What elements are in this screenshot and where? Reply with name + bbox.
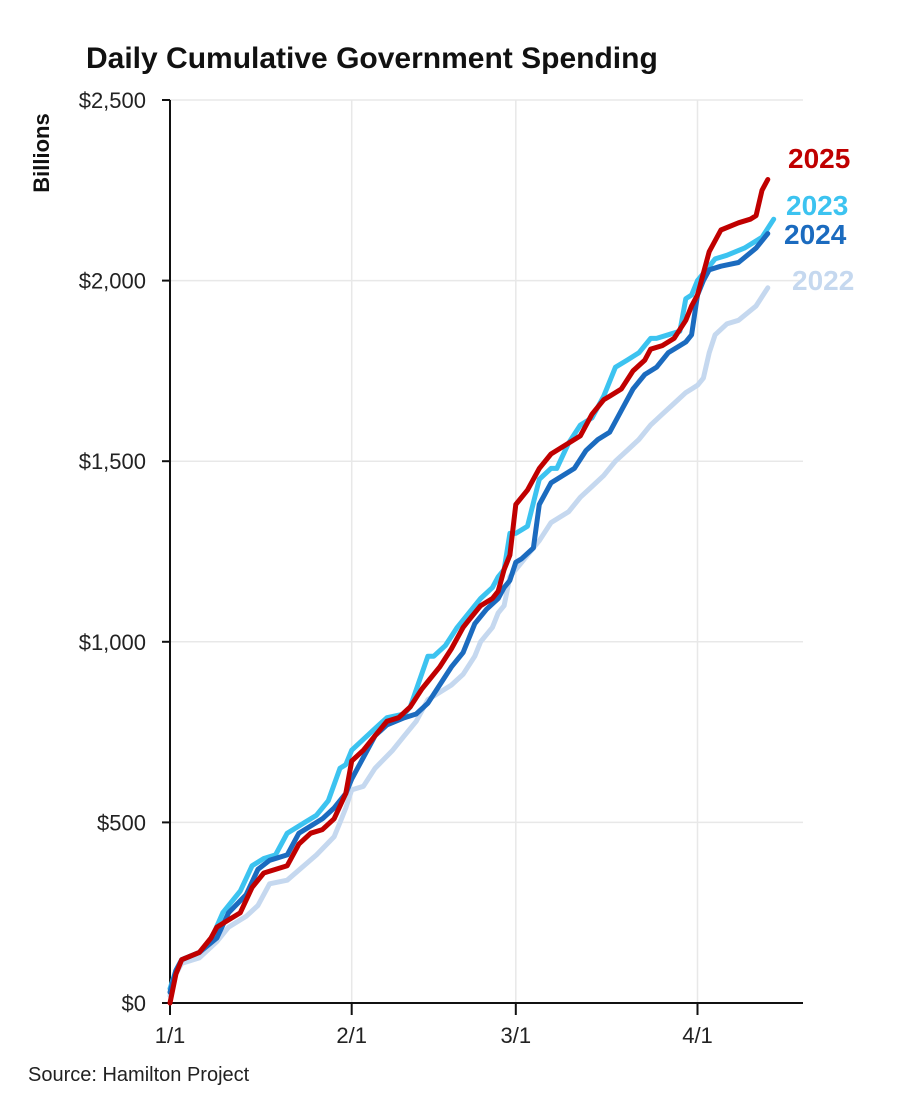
y-tick-label: $1,500 [79,449,146,474]
y-tick-label: $1,000 [79,630,146,655]
y-axis-title: Billions [29,113,54,192]
y-tick-label: $0 [122,991,146,1016]
series-line-2024 [167,231,771,995]
series-line-2025 [167,177,771,1006]
x-tick-label: 3/1 [501,1023,532,1048]
y-tick-label: $2,500 [79,88,146,113]
source-note: Source: Hamilton Project [28,1064,250,1086]
series-line-2022 [167,285,771,999]
x-tick-label: 4/1 [682,1023,713,1048]
series-label-2022: 2022 [792,265,854,296]
grid-layer [170,99,803,1003]
y-tick-label: $500 [97,810,146,835]
chart-title: Daily Cumulative Government Spending [86,42,658,75]
y-tick-label: $2,000 [79,269,146,294]
x-tick-label: 1/1 [155,1023,186,1048]
series-label-2023: 2023 [786,190,848,221]
series-layer [167,177,777,1006]
axis-layer: $0 $500 $1,000 $1,500 $2,000 $2,500 1/1 2/1 3/1 4… [29,88,803,1048]
series-label-2025: 2025 [788,143,850,174]
series-label-2024: 2024 [784,219,847,250]
x-tick-label: 2/1 [336,1023,367,1048]
